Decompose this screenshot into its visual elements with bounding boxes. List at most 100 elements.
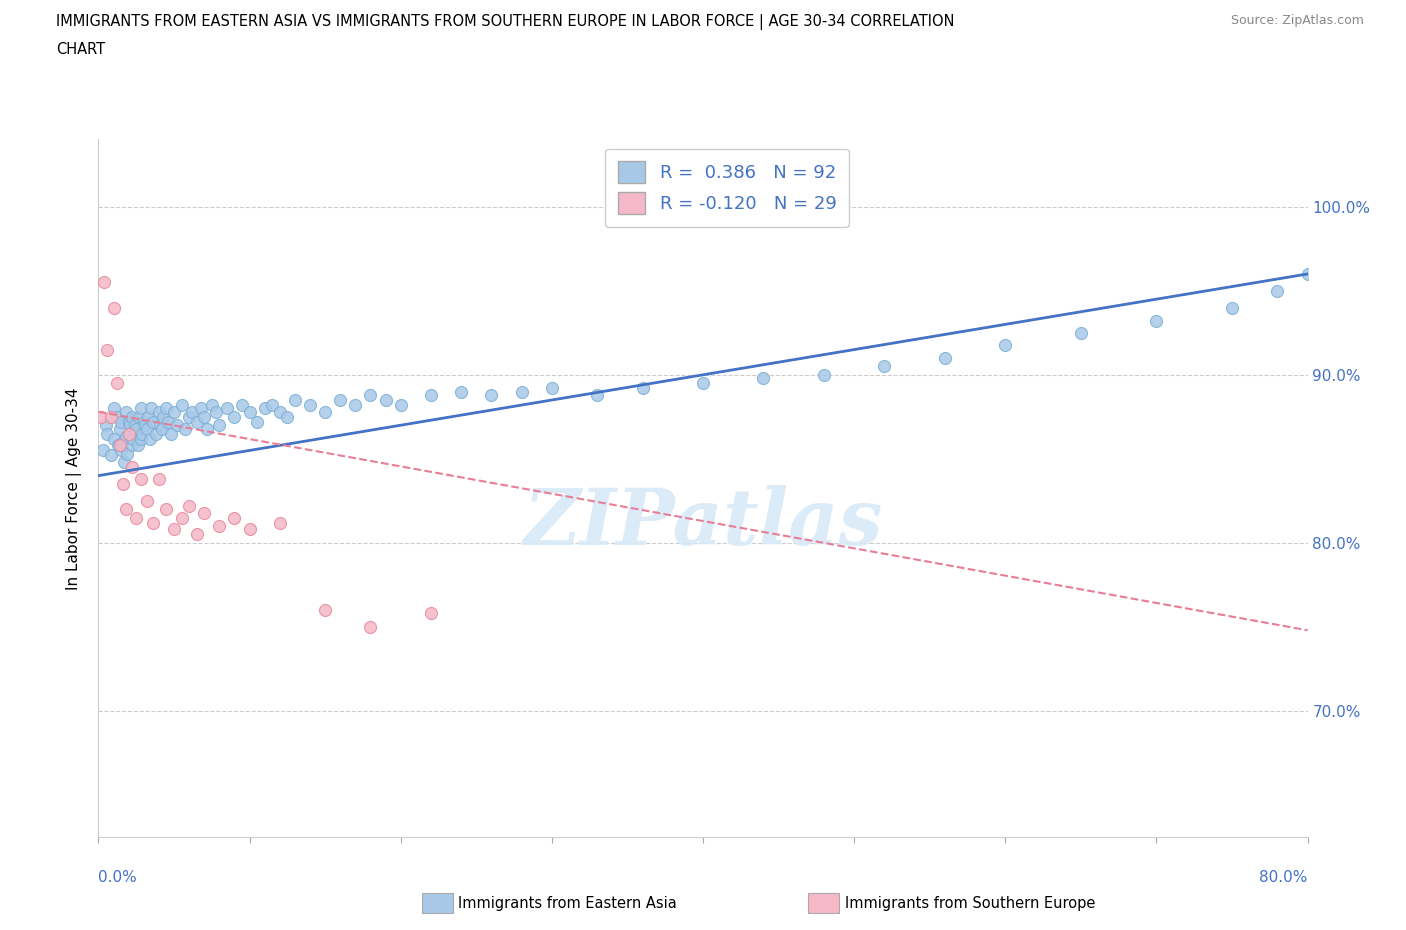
Point [1296, 267, 1319, 282]
Point [131, 426, 153, 441]
Point [1070, 326, 1092, 340]
Point [752, 371, 775, 386]
Point [314, 603, 336, 618]
Point [934, 351, 956, 365]
Point [115, 446, 138, 461]
Point [124, 418, 146, 432]
Point [1144, 313, 1167, 328]
Text: Source: ZipAtlas.com: Source: ZipAtlas.com [1230, 14, 1364, 27]
Point [360, 388, 382, 403]
Point [118, 415, 141, 430]
Point [215, 401, 238, 416]
Point [163, 522, 186, 537]
Point [125, 421, 148, 436]
Point [107, 438, 129, 453]
Point [103, 300, 125, 315]
Point [873, 359, 896, 374]
Point [224, 409, 246, 424]
Point [163, 405, 186, 419]
Point [100, 409, 122, 424]
Point [142, 415, 165, 430]
Point [224, 511, 246, 525]
Point [631, 380, 654, 395]
Point [91, 443, 114, 458]
Point [246, 415, 269, 430]
Text: CHART: CHART [56, 42, 105, 57]
Point [103, 401, 125, 416]
Point [90, 409, 112, 424]
Point [94, 418, 117, 432]
Point [110, 443, 132, 458]
Point [105, 409, 128, 424]
Point [108, 438, 131, 453]
Point [139, 432, 162, 446]
Point [134, 418, 156, 432]
Point [111, 476, 134, 491]
Point [420, 606, 443, 621]
Point [127, 438, 149, 453]
Point [231, 398, 253, 413]
Point [994, 337, 1017, 352]
Point [179, 498, 201, 513]
Point [135, 421, 157, 436]
Point [181, 405, 204, 419]
Point [1220, 300, 1243, 315]
Point [239, 522, 262, 537]
Point [389, 398, 412, 413]
Text: Immigrants from Eastern Asia: Immigrants from Eastern Asia [458, 896, 678, 910]
Point [149, 418, 172, 432]
Point [155, 502, 177, 517]
Point [208, 519, 231, 534]
Point [96, 342, 118, 357]
Point [586, 388, 609, 403]
Point [118, 426, 141, 441]
Text: 0.0%: 0.0% [98, 870, 138, 884]
Point [173, 421, 195, 436]
Point [205, 405, 228, 419]
Point [132, 415, 155, 430]
Point [114, 405, 136, 419]
Point [284, 392, 307, 407]
Point [105, 376, 128, 391]
Point [510, 384, 533, 399]
Point [141, 401, 163, 416]
Point [129, 432, 152, 446]
Point [179, 409, 201, 424]
Point [374, 392, 396, 407]
Point [155, 401, 177, 416]
Point [142, 515, 165, 530]
Point [112, 455, 135, 470]
Point [114, 502, 136, 517]
Point [152, 409, 174, 424]
Point [193, 409, 215, 424]
Point [170, 511, 193, 525]
Text: ZIPatlas: ZIPatlas [523, 485, 883, 562]
Point [186, 527, 208, 542]
Y-axis label: In Labor Force | Age 30-34: In Labor Force | Age 30-34 [66, 387, 83, 590]
Point [96, 426, 118, 441]
Point [135, 494, 157, 509]
Point [540, 380, 562, 395]
Point [239, 405, 262, 419]
Point [692, 376, 714, 391]
Point [111, 434, 134, 449]
Point [108, 421, 131, 436]
Point [129, 401, 152, 416]
Point [195, 421, 218, 436]
Point [120, 418, 142, 432]
Point [125, 511, 148, 525]
Point [118, 426, 141, 441]
Point [103, 432, 125, 446]
Text: IMMIGRANTS FROM EASTERN ASIA VS IMMIGRANTS FROM SOUTHERN EUROPE IN LABOR FORCE |: IMMIGRANTS FROM EASTERN ASIA VS IMMIGRAN… [56, 14, 955, 30]
Point [166, 418, 188, 432]
Point [299, 398, 322, 413]
Point [269, 515, 291, 530]
Legend: R =  0.386   N = 92, R = -0.120   N = 29: R = 0.386 N = 92, R = -0.120 N = 29 [606, 149, 849, 227]
Point [121, 409, 143, 424]
Point [129, 472, 152, 486]
Point [136, 409, 159, 424]
Point [170, 398, 193, 413]
Point [148, 405, 170, 419]
Point [314, 405, 336, 419]
Text: Immigrants from Southern Europe: Immigrants from Southern Europe [845, 896, 1095, 910]
